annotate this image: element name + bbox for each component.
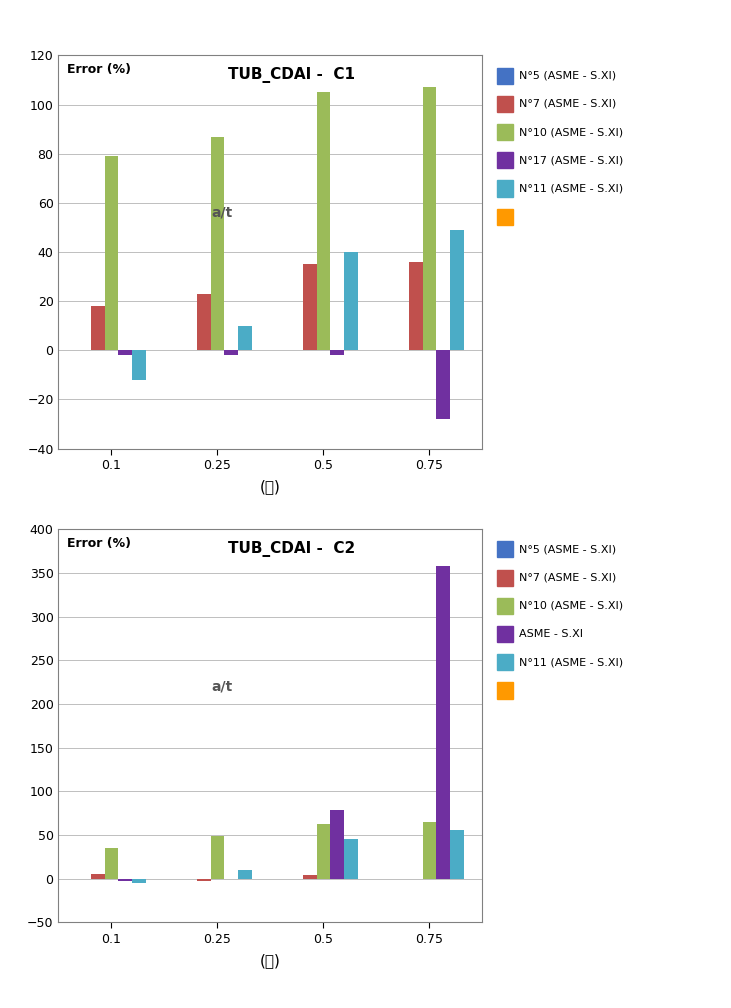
Bar: [317, 825, 330, 879]
Text: N°10 (ASME - S.XI): N°10 (ASME - S.XI): [519, 601, 623, 611]
Bar: [450, 230, 464, 351]
Bar: [423, 822, 436, 879]
Bar: [197, 879, 211, 881]
Bar: [238, 326, 252, 351]
Text: Error (%): Error (%): [67, 537, 131, 550]
Bar: [409, 262, 423, 351]
Text: N°5 (ASME - S.XI): N°5 (ASME - S.XI): [519, 71, 616, 81]
Text: TUB_CDAI -  C1: TUB_CDAI - C1: [228, 68, 355, 84]
Bar: [423, 88, 436, 351]
Text: ASME - S.XI: ASME - S.XI: [519, 629, 583, 639]
Bar: [118, 351, 132, 355]
Text: Error (%): Error (%): [67, 64, 131, 77]
Text: N°11 (ASME - S.XI): N°11 (ASME - S.XI): [519, 183, 623, 194]
Bar: [224, 351, 238, 355]
Bar: [330, 351, 344, 355]
Bar: [303, 264, 317, 351]
Text: N°17 (ASME - S.XI): N°17 (ASME - S.XI): [519, 155, 624, 165]
Bar: [344, 252, 358, 351]
Text: (ｂ): (ｂ): [260, 954, 281, 968]
Text: N°5 (ASME - S.XI): N°5 (ASME - S.XI): [519, 544, 616, 554]
Bar: [238, 870, 252, 879]
Text: N°7 (ASME - S.XI): N°7 (ASME - S.XI): [519, 99, 616, 109]
Text: TUB_CDAI -  C2: TUB_CDAI - C2: [228, 541, 355, 557]
Bar: [132, 351, 146, 380]
Bar: [303, 875, 317, 879]
Bar: [330, 810, 344, 879]
Bar: [197, 293, 211, 351]
Bar: [450, 830, 464, 879]
Bar: [91, 306, 105, 351]
Bar: [211, 836, 224, 879]
Text: a/t: a/t: [211, 679, 232, 694]
Text: N°11 (ASME - S.XI): N°11 (ASME - S.XI): [519, 657, 623, 667]
Text: (ａ): (ａ): [260, 480, 281, 494]
Text: N°7 (ASME - S.XI): N°7 (ASME - S.XI): [519, 573, 616, 583]
Bar: [132, 879, 146, 883]
Bar: [436, 565, 450, 879]
Text: N°10 (ASME - S.XI): N°10 (ASME - S.XI): [519, 127, 623, 137]
Bar: [105, 848, 118, 879]
Bar: [317, 93, 330, 351]
Bar: [91, 874, 105, 879]
Bar: [436, 351, 450, 419]
Bar: [105, 156, 118, 351]
Bar: [344, 840, 358, 879]
Bar: [118, 879, 132, 881]
Text: a/t: a/t: [211, 206, 232, 220]
Bar: [211, 136, 224, 351]
